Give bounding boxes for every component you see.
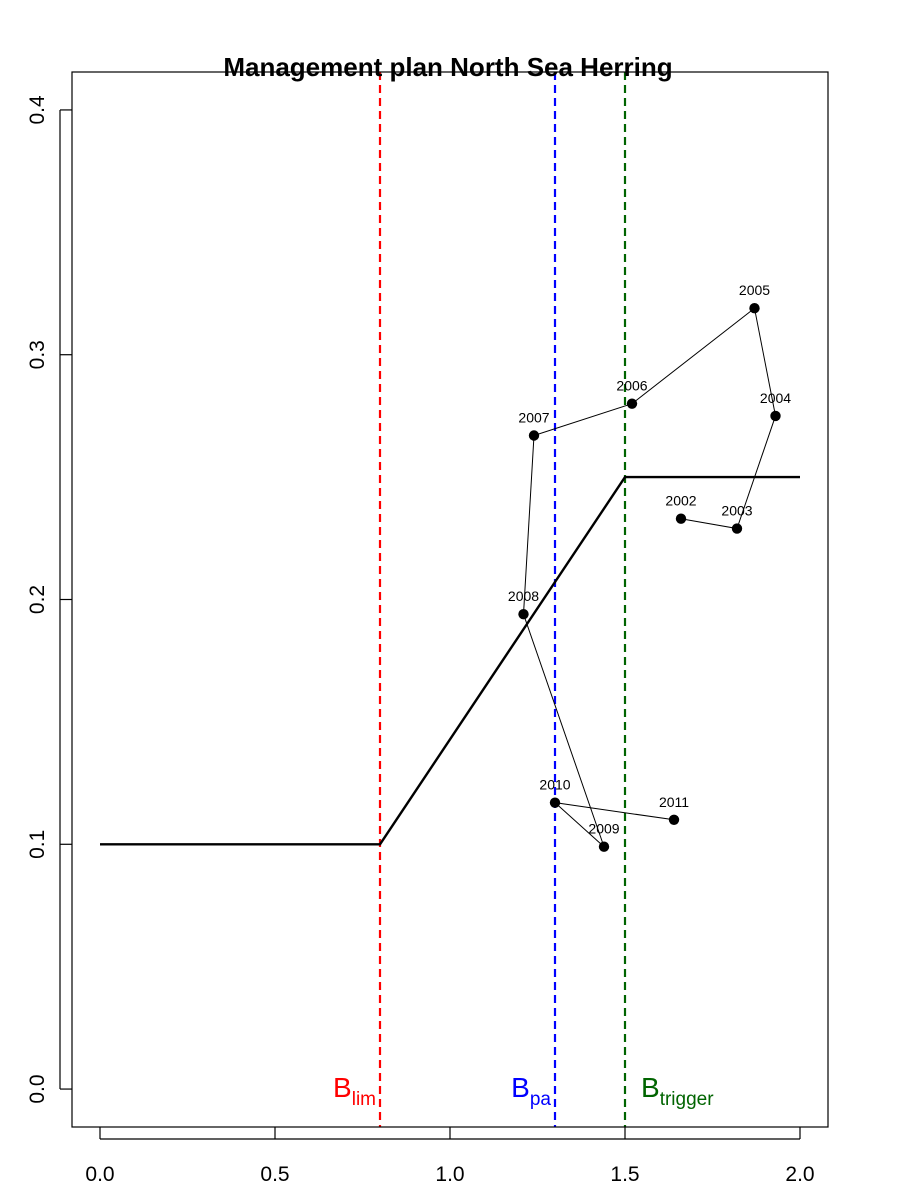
point-label-2010: 2010	[539, 777, 570, 793]
point-label-2004: 2004	[760, 390, 791, 406]
y-tick-label-2: 0.2	[26, 585, 49, 614]
point-2005	[749, 303, 760, 314]
x-tick-label-0: 0.0	[85, 1163, 114, 1186]
point-label-2006: 2006	[616, 378, 647, 394]
point-2007	[528, 430, 540, 441]
point-2011	[668, 814, 680, 826]
reference-lines: Blim Bpa Btrigger	[333, 72, 714, 1127]
data-series: 2002 2003 2004 2005 2006 2007 2008 2009 2010 2011	[508, 282, 791, 852]
y-tick-label-3: 0.3	[26, 340, 49, 369]
point-2003	[731, 523, 743, 534]
x-tick-label-2: 1.0	[435, 1163, 464, 1186]
y-tick-label-4: 0.4	[26, 95, 49, 125]
ref-label-lim: Blim	[333, 1072, 376, 1110]
point-label-2007: 2007	[518, 409, 549, 425]
point-2010	[549, 797, 561, 808]
ref-label-pa: Bpa	[511, 1072, 551, 1110]
x-tick-label-3: 1.5	[610, 1163, 639, 1186]
chart-title: Management plan North Sea Herring	[223, 52, 672, 82]
point-label-2005: 2005	[739, 282, 770, 298]
point-label-2002: 2002	[665, 493, 696, 509]
x-tick-label-1: 0.5	[260, 1163, 289, 1186]
point-2004	[770, 410, 781, 422]
point-2006	[626, 398, 638, 409]
plot-frame	[71, 71, 829, 1128]
y-tick-label-1: 0.1	[26, 830, 49, 859]
point-label-2011: 2011	[659, 794, 689, 810]
x-tick-label-4: 2.0	[785, 1163, 814, 1186]
harvest-rule-line	[100, 475, 800, 846]
point-label-2008: 2008	[508, 588, 539, 604]
point-2002	[675, 513, 687, 524]
point-2008	[518, 608, 529, 620]
axes: 0.0 0.5 1.0 1.5 2.0 0.0 0.1 0.2 0.3 0.4	[26, 71, 829, 1186]
ref-label-trigger: Btrigger	[641, 1072, 714, 1110]
y-tick-label-0: 0.0	[26, 1074, 49, 1103]
point-label-2003: 2003	[721, 503, 752, 519]
harvest-control-rule	[100, 475, 800, 846]
trajectory-line	[522, 307, 777, 848]
point-label-2009: 2009	[588, 821, 619, 837]
point-2009	[598, 841, 610, 852]
